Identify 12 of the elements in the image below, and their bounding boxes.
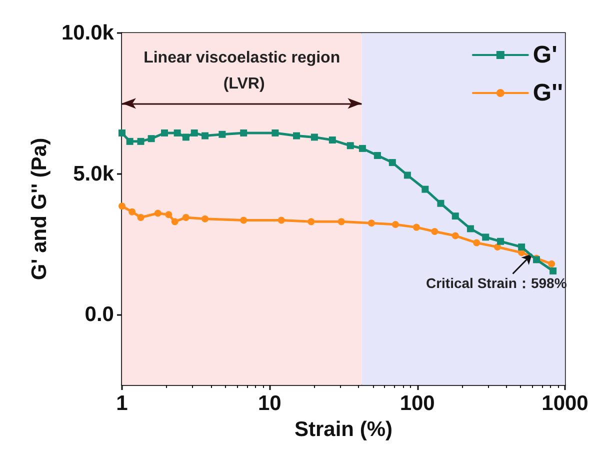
legend-label: G'' xyxy=(532,80,564,106)
x-tick-label: 1 xyxy=(116,392,128,415)
x-tick-label: 1000 xyxy=(542,392,588,415)
x-tick-label: 100 xyxy=(400,392,435,415)
y-tick-label: 0.0 xyxy=(84,303,114,326)
band-label: Linear viscoelastic region (LVR) xyxy=(144,50,340,92)
x-tick-label: 10 xyxy=(258,392,282,415)
y-tick-label: 5.0k xyxy=(73,162,114,186)
legend-label: G' xyxy=(532,42,558,68)
y-axis-title: G' and G'' (Pa) xyxy=(28,138,51,280)
y-tick-label: 10.0k xyxy=(61,22,114,44)
x-axis-title: Strain (%) xyxy=(294,418,393,441)
